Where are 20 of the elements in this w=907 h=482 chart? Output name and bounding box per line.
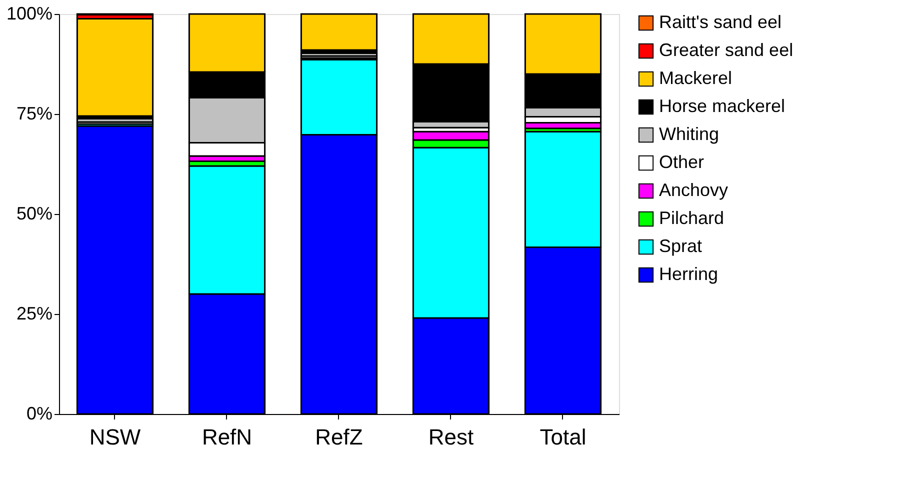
y-tick-label: 75% <box>16 104 52 124</box>
y-tick-label: 50% <box>16 204 52 224</box>
y-tick-label: 0% <box>26 404 52 424</box>
legend-label: Horse mackerel <box>659 96 786 116</box>
legend-label: Sprat <box>659 236 702 256</box>
legend-label: Herring <box>659 264 718 284</box>
legend-label: Greater sand eel <box>659 40 794 60</box>
legend-label: Mackerel <box>659 68 732 88</box>
y-tick-label: 100% <box>6 4 52 24</box>
legend-label: Anchovy <box>659 180 728 200</box>
x-tick-label: Rest <box>428 424 474 450</box>
x-tick-label: NSW <box>89 424 141 450</box>
x-tick-label: RefN <box>202 424 252 450</box>
legend-label: Raitt's sand eel <box>659 12 782 32</box>
x-tick-label: RefZ <box>315 424 363 450</box>
x-tick-label: Total <box>540 424 586 450</box>
legend-label: Other <box>659 152 704 172</box>
legend-label: Pilchard <box>659 208 724 228</box>
y-tick-label: 25% <box>16 304 52 324</box>
legend-label: Whiting <box>659 124 720 144</box>
